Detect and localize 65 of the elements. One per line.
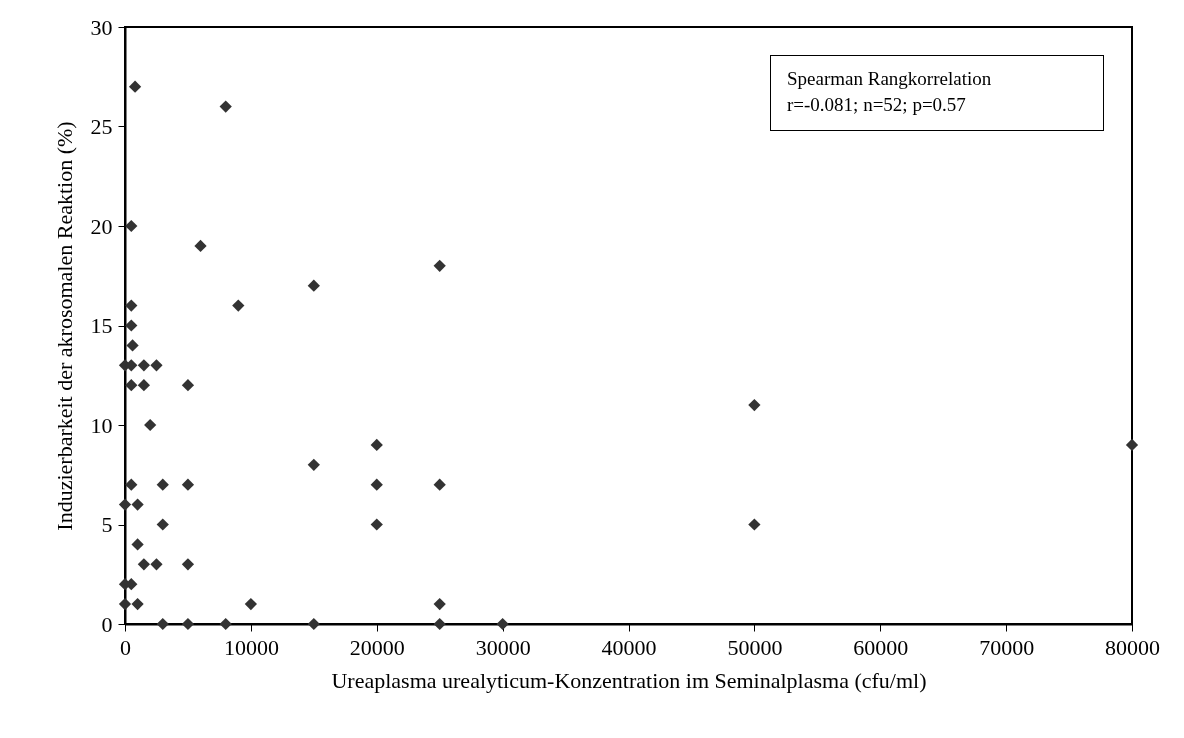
point <box>433 597 446 611</box>
y-tick-label: 10 <box>90 412 113 438</box>
point <box>194 239 207 253</box>
annotation: r=-0.081; n=52; p=0.57 <box>787 93 967 117</box>
point <box>244 597 257 611</box>
point <box>307 617 320 631</box>
point <box>748 398 761 412</box>
point <box>125 319 138 332</box>
point <box>307 458 320 471</box>
point <box>150 359 163 372</box>
x-tick-label: 80000 <box>1105 634 1160 660</box>
point <box>181 478 195 491</box>
point <box>156 617 169 631</box>
point <box>496 617 509 631</box>
point <box>370 438 383 452</box>
point <box>137 379 151 392</box>
point <box>307 279 320 292</box>
point <box>118 597 132 611</box>
point <box>219 617 232 631</box>
text-box: Spearman Rangkorrelation r=-0.081; n=52; p=0.57 <box>770 55 1104 131</box>
point <box>118 498 132 511</box>
point <box>433 259 446 272</box>
y-tick-label: 15 <box>90 313 113 338</box>
point <box>131 538 144 551</box>
y-tick-label: 0 <box>101 611 113 637</box>
point <box>748 518 761 531</box>
point <box>150 558 163 571</box>
point <box>181 379 195 392</box>
point <box>131 498 144 511</box>
point <box>125 219 138 233</box>
y-axis-title: Induzierbarkeit der akrosomalen Reaktion (%) <box>51 121 77 531</box>
point <box>125 478 138 491</box>
point <box>125 379 138 392</box>
x-axis-title: Ureaplasma urealyticum-Konzentration im Seminalplasma (cfu/ml) <box>331 667 927 693</box>
x-tick-label: 70000 <box>979 634 1035 660</box>
point <box>137 558 151 571</box>
point <box>219 100 232 113</box>
point <box>232 299 245 312</box>
point <box>181 617 195 631</box>
x-tick-label: 10000 <box>223 634 279 660</box>
point <box>370 518 383 531</box>
point <box>128 80 142 93</box>
x-tick-label: 0 <box>120 634 131 660</box>
point <box>156 478 169 491</box>
point <box>433 617 446 631</box>
point <box>156 518 169 531</box>
y-tick-label: 30 <box>90 14 113 40</box>
point <box>144 418 157 432</box>
point <box>125 299 138 312</box>
y-tick-label: 5 <box>101 512 113 537</box>
point <box>181 558 195 571</box>
point <box>433 478 446 491</box>
x-tick-label: 60000 <box>853 634 909 660</box>
y-tick-label: 20 <box>90 213 113 239</box>
x-tick-label: 50000 <box>727 634 783 660</box>
x-tick-label: 20000 <box>349 634 405 660</box>
x-tick-label: 30000 <box>475 634 531 660</box>
annotation: Spearman Rangkorrelation <box>787 67 993 91</box>
point <box>126 339 139 352</box>
point <box>370 478 383 491</box>
point <box>1125 438 1139 452</box>
point <box>131 597 144 611</box>
x-tick-label: 40000 <box>601 634 657 660</box>
y-tick-label: 25 <box>90 114 113 139</box>
point <box>137 359 151 372</box>
